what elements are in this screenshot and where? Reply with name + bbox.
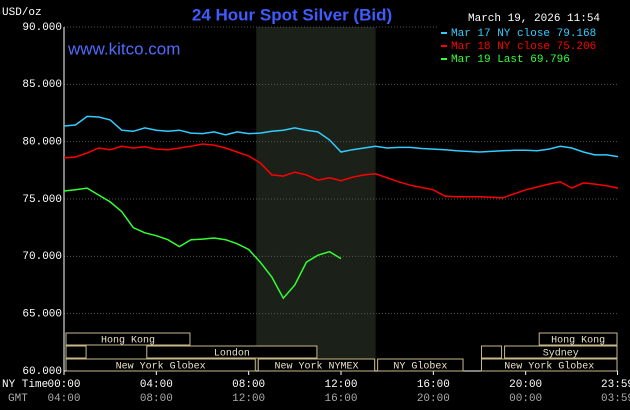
session-label: New York NYMEX xyxy=(274,361,358,373)
session-label: New York Globex xyxy=(116,361,206,373)
session-label: NY Globex xyxy=(393,361,447,373)
x2-tick-label: 08:00 xyxy=(140,393,173,405)
session-label: Hong Kong xyxy=(551,336,605,347)
y-tick-label: 80.000 xyxy=(22,137,62,149)
session-box xyxy=(65,345,87,359)
y-tick-label: 65.000 xyxy=(22,309,62,321)
x-tick-label: 08:00 xyxy=(232,379,265,391)
y-tick-label: 60.000 xyxy=(22,366,62,378)
series-line xyxy=(63,115,619,158)
y-tick-label: 70.000 xyxy=(22,251,62,263)
x-tick-label: 04:00 xyxy=(140,379,173,391)
session-label: Hong Kong xyxy=(101,336,155,347)
y-tick-label: 85.000 xyxy=(22,79,62,91)
series-line xyxy=(63,143,619,199)
y-tick-label: 90.000 xyxy=(22,22,62,34)
x2-tick-label: 20:00 xyxy=(417,393,450,405)
session-box xyxy=(481,358,618,372)
session-box xyxy=(481,345,503,359)
session-box xyxy=(377,358,464,372)
x-tick-label: 00:00 xyxy=(47,379,80,391)
timestamp: March 19, 2026 11:54 xyxy=(468,13,600,25)
x2-tick-label: 03:59 xyxy=(601,393,630,405)
session-box xyxy=(538,332,618,346)
x2-tick-label: 04:00 xyxy=(47,393,80,405)
x-tick-label: 23:59 xyxy=(601,379,630,391)
session-label: Sydney xyxy=(543,348,579,360)
session-box xyxy=(65,358,256,372)
session-box xyxy=(146,345,318,359)
x-tick-label: 12:00 xyxy=(324,379,357,391)
legend-label: Mar 17 NY close 79.168 xyxy=(451,28,596,40)
chart-title: 24 Hour Spot Silver (Bid) xyxy=(192,5,392,24)
x-tick-label: 20:00 xyxy=(509,379,542,391)
y-axis-label: USD/oz xyxy=(2,7,42,19)
x-axis-label: NY Time xyxy=(2,379,48,391)
session-label: London xyxy=(214,348,250,360)
legend-label: Mar 19 Last 69.796 xyxy=(451,54,570,66)
series-line xyxy=(63,187,342,300)
session-box xyxy=(65,332,191,346)
y-tick-label: 75.000 xyxy=(22,194,62,206)
x2-axis-label: GMT xyxy=(8,393,28,405)
legend-label: Mar 18 NY close 75.206 xyxy=(451,41,596,53)
x-tick-label: 16:00 xyxy=(417,379,450,391)
legend-box xyxy=(437,25,618,67)
x2-tick-label: 12:00 xyxy=(232,393,265,405)
session-label: New York Globex xyxy=(504,361,594,373)
session-box xyxy=(504,345,618,359)
session-box xyxy=(257,358,376,372)
x2-tick-label: 00:00 xyxy=(509,393,542,405)
x2-tick-label: 16:00 xyxy=(324,393,357,405)
watermark: www.kitco.com xyxy=(67,39,180,58)
